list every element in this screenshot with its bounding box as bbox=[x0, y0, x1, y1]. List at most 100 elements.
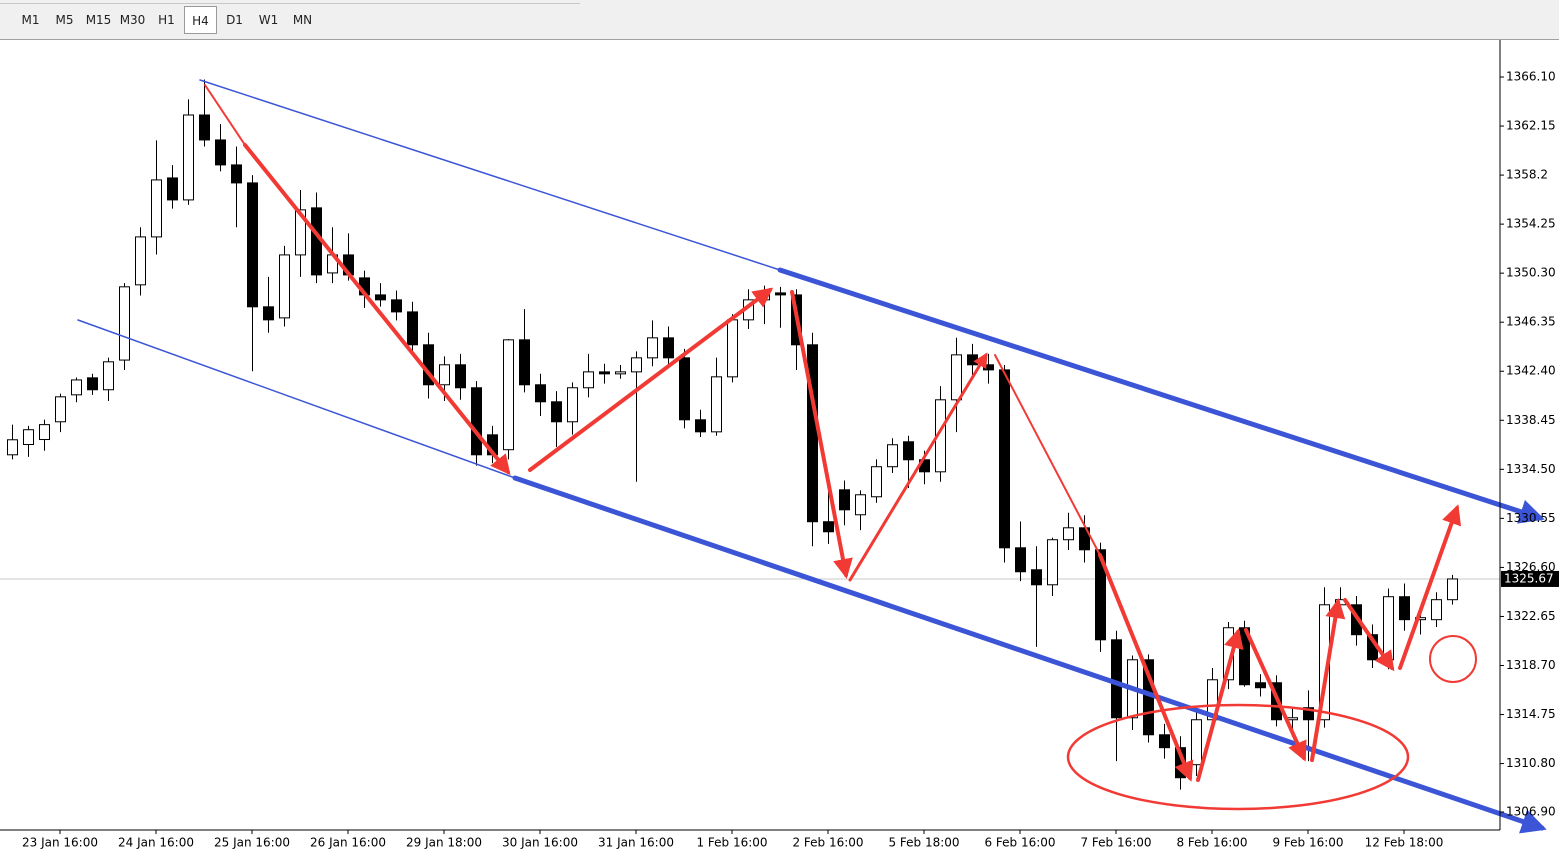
candle-body bbox=[103, 361, 114, 391]
candle-body bbox=[391, 299, 402, 313]
candle-body bbox=[1079, 527, 1090, 551]
timeframe-button[interactable]: M1 bbox=[21, 13, 40, 27]
wave-arrow bbox=[1310, 598, 1346, 762]
candle-body bbox=[631, 357, 642, 373]
wave-arrow bbox=[243, 143, 511, 476]
x-tick-label: 2 Feb 16:00 bbox=[792, 836, 863, 850]
candle-body bbox=[1383, 596, 1394, 661]
wave-arrow bbox=[1343, 598, 1395, 672]
candle-body bbox=[151, 179, 162, 238]
timeframe-button[interactable]: MN bbox=[292, 13, 313, 27]
timeframe-button[interactable]: W1 bbox=[258, 13, 279, 27]
candle-body bbox=[647, 337, 658, 359]
y-tick-label: 1318.70 bbox=[1506, 658, 1556, 672]
y-tick-label: 1338.45 bbox=[1506, 413, 1556, 427]
candle-body bbox=[711, 376, 722, 433]
channel-lower-thin bbox=[77, 319, 516, 479]
candle-body bbox=[967, 354, 978, 366]
candle-body bbox=[39, 424, 50, 441]
wave-arrow bbox=[1244, 628, 1307, 762]
wave-arrow bbox=[994, 354, 1101, 556]
candle-body bbox=[727, 319, 738, 378]
candle-body bbox=[519, 339, 530, 386]
candle-body bbox=[567, 387, 578, 423]
candle-body bbox=[1159, 734, 1170, 749]
candle-body bbox=[183, 114, 194, 201]
x-tick-label: 1 Feb 16:00 bbox=[696, 836, 767, 850]
candle-body bbox=[263, 306, 274, 321]
candle-body bbox=[87, 377, 98, 391]
drawings bbox=[77, 79, 1547, 834]
x-tick-label: 5 Feb 18:00 bbox=[888, 836, 959, 850]
candle-body bbox=[1191, 719, 1202, 766]
y-tick-label: 1306.90 bbox=[1506, 804, 1556, 818]
candle-body bbox=[23, 429, 34, 445]
y-tick-label: 1354.25 bbox=[1506, 217, 1556, 231]
candle-body bbox=[231, 164, 242, 184]
candle-body bbox=[679, 357, 690, 421]
candle-body bbox=[1287, 717, 1298, 721]
x-tick-label: 29 Jan 18:00 bbox=[406, 836, 482, 850]
candle-body bbox=[983, 364, 994, 371]
chart: 1366.10 1362.15 1358.2 1354.25 1350.30 1346.3… bbox=[0, 40, 1559, 850]
candle-body bbox=[663, 337, 674, 359]
last-price-box bbox=[1501, 570, 1559, 587]
x-tick-label: 8 Feb 16:00 bbox=[1176, 836, 1247, 850]
x-tick-label: 25 Jan 16:00 bbox=[214, 836, 290, 850]
wave-arrow bbox=[1398, 504, 1462, 670]
x-tick-label: 7 Feb 16:00 bbox=[1080, 836, 1151, 850]
candle-body bbox=[551, 401, 562, 423]
y-tick-label: 1326.60 bbox=[1506, 560, 1556, 574]
timeframe-button[interactable]: M30 bbox=[119, 13, 146, 27]
highlight-ellipse bbox=[1066, 703, 1410, 811]
y-tick-label: 1314.75 bbox=[1506, 707, 1556, 721]
x-tick-label: 30 Jan 16:00 bbox=[502, 836, 578, 850]
candle-body bbox=[599, 371, 610, 375]
candle-body bbox=[503, 339, 514, 451]
candle-body bbox=[407, 311, 418, 346]
wave-arrow bbox=[848, 352, 988, 582]
candle-body bbox=[1447, 578, 1458, 601]
y-tick-label: 1342.40 bbox=[1506, 364, 1556, 378]
candle-body bbox=[1303, 707, 1314, 721]
candle-body bbox=[1063, 527, 1074, 541]
candle-body bbox=[1015, 547, 1026, 573]
candle-body bbox=[855, 494, 866, 516]
candle-body bbox=[887, 444, 898, 468]
x-tick-label: 12 Feb 18:00 bbox=[1365, 836, 1444, 850]
channel-lower bbox=[512, 475, 1547, 834]
candle-body bbox=[823, 521, 834, 533]
candle-body bbox=[1111, 639, 1122, 719]
candle-body bbox=[199, 114, 210, 141]
candle-body bbox=[615, 371, 626, 375]
y-tick-label: 1310.80 bbox=[1506, 756, 1556, 770]
timeframe-button[interactable]: D1 bbox=[226, 13, 243, 27]
x-tick-label: 23 Jan 16:00 bbox=[22, 836, 98, 850]
x-tick-label: 31 Jan 16:00 bbox=[598, 836, 674, 850]
y-tick-label: 1358.2 bbox=[1506, 168, 1548, 182]
candle-body bbox=[455, 364, 466, 389]
candle-body bbox=[71, 379, 82, 396]
candle-body bbox=[1095, 549, 1106, 641]
x-tick-label: 24 Jan 16:00 bbox=[118, 836, 194, 850]
timeframe-button[interactable]: H4 bbox=[184, 6, 217, 34]
candle-body bbox=[535, 384, 546, 403]
y-tick-label: 1366.10 bbox=[1506, 69, 1556, 83]
last-price-label: 1325.67 bbox=[1504, 571, 1554, 585]
candle-body bbox=[471, 387, 482, 456]
candle-body bbox=[1399, 596, 1410, 621]
y-tick-label: 1350.30 bbox=[1506, 266, 1556, 280]
candle-body bbox=[247, 182, 258, 308]
x-tick-label: 9 Feb 16:00 bbox=[1272, 836, 1343, 850]
candle-body bbox=[295, 209, 306, 256]
timeframe-button[interactable]: M5 bbox=[55, 13, 74, 27]
timeframe-button[interactable]: H1 bbox=[158, 13, 175, 27]
timeframe-button[interactable]: M15 bbox=[85, 13, 112, 27]
candle-body bbox=[1031, 569, 1042, 586]
toolbar-edge bbox=[0, 0, 580, 4]
candle-body bbox=[871, 466, 882, 498]
timeframe-toolbar: M1 M5 M15 M30 H1 H4 D1 W1 MN bbox=[0, 0, 1559, 40]
y-tick-label: 1330.55 bbox=[1506, 511, 1556, 525]
candle-body bbox=[167, 177, 178, 201]
candle-body bbox=[119, 286, 130, 361]
